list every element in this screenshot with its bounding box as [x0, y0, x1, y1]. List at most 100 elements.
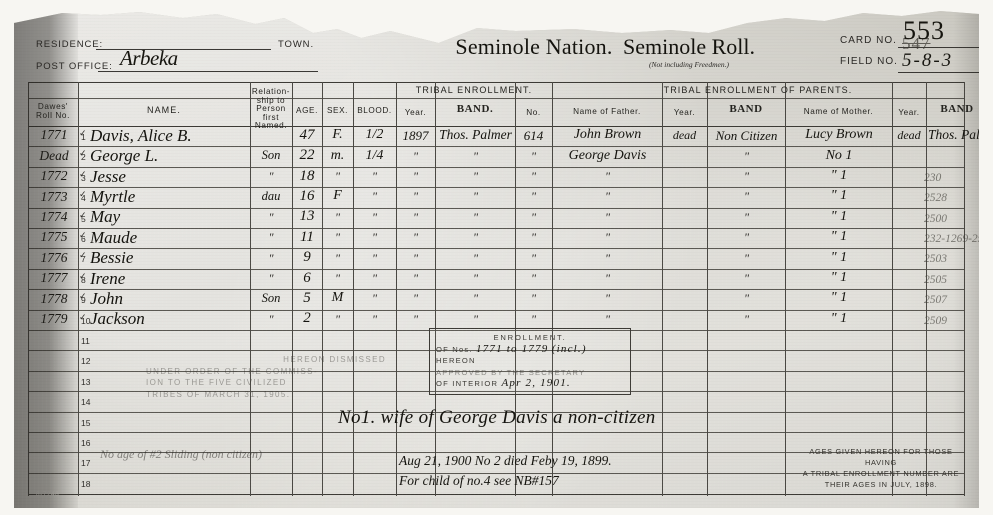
enrollment-stamp-line1: OF Nos. 1771 to 1779 (incl.) HEREON — [436, 342, 624, 367]
cell-sex: " — [334, 230, 341, 245]
col-rule — [78, 82, 79, 496]
margin-note-no-age: No age of #2 Sliding (non citizen) — [100, 447, 262, 461]
row-rule — [28, 289, 964, 291]
col-rule — [964, 82, 965, 496]
col-rule — [926, 82, 927, 496]
row-index: 4 — [81, 193, 86, 204]
row-check-mark: ✓ — [79, 128, 87, 138]
row-rule — [28, 309, 964, 311]
enrollment-card-sheet: RESIDENCE: TOWN. POST OFFICE: Arbeka Sem… — [14, 11, 979, 508]
row-index: 16 — [81, 438, 91, 448]
enrollment-stamp-line1-pre: OF Nos. — [436, 344, 473, 354]
cell-mother: " 1 — [830, 229, 848, 245]
row-rule — [28, 207, 964, 209]
age-footnote-line3: THEIR AGES IN JULY, 1898. — [824, 480, 938, 489]
row-index: 1 — [81, 132, 86, 142]
row-rule — [28, 187, 964, 189]
colheader-name-of-father: Name of Father. — [573, 107, 641, 116]
cell-mother: No 1 — [825, 147, 853, 163]
cell-te-year: " — [412, 230, 419, 245]
enrollment-stamp-numbers: 1771 to 1779 — [475, 342, 549, 355]
note-wife-of-george-davis: No1. wife of George Davis a non-citizen — [338, 407, 656, 428]
cell-te-year: 1897 — [402, 127, 429, 143]
row-index: 9 — [81, 295, 86, 306]
col-rule — [28, 82, 29, 496]
card-no-rule — [898, 47, 979, 48]
row-index: 17 — [81, 458, 91, 469]
col-rule — [396, 82, 397, 496]
cell-name: Bessie — [90, 248, 134, 268]
col-rule — [552, 82, 553, 496]
cell-name: May — [90, 207, 121, 227]
cell-sex: " — [334, 311, 341, 326]
cell-mother: " 1 — [830, 188, 848, 204]
cell-blood: " — [371, 311, 378, 326]
row-rule — [28, 350, 964, 352]
cell-father: " — [604, 209, 611, 224]
cell-name: Maude — [90, 227, 138, 247]
colheader-name: NAME. — [146, 105, 181, 115]
row-rule — [28, 432, 964, 433]
col-rule — [435, 82, 436, 496]
cell-father-year: dead — [672, 128, 697, 143]
form-code: 8-7248 — [36, 491, 60, 498]
cell-age: 2 — [303, 310, 311, 327]
enrollment-table: TRIBAL ENROLLMENT. TRIBAL ENROLLMENT OF … — [28, 82, 979, 496]
cell-father-band: " — [743, 311, 750, 326]
nation-title: Seminole Nation. — [455, 34, 613, 59]
col-rule — [353, 82, 354, 496]
pencil-annotation: 2503 — [924, 253, 947, 266]
cell-roll: Dead — [39, 147, 69, 163]
colheader-relationship-l2: ship to — [256, 95, 286, 105]
cell-mother: " 1 — [830, 290, 848, 306]
colheader-age: AGE. — [296, 106, 318, 115]
cell-te-band: Thos. Palmer — [439, 127, 512, 143]
pencil-annotation: 2507 — [924, 294, 947, 307]
table-bottom-border — [28, 494, 964, 495]
colheader-mother-year: Year. — [898, 108, 920, 117]
cell-rel: " — [268, 209, 274, 224]
cell-te-year: " — [412, 189, 419, 204]
cell-te-band: " — [472, 169, 479, 183]
cell-age: 18 — [299, 167, 315, 184]
row-index: 3 — [81, 172, 86, 183]
enrollment-stamp-line1-post: HEREON — [436, 356, 476, 365]
note-aug-1900-death: Aug 21, 1900 No 2 died Feby 19, 1899. — [399, 453, 612, 468]
row-rule — [28, 248, 964, 250]
cell-rel: " — [268, 250, 274, 265]
age-footnote: AGES GIVEN HEREON FOR THOSE HAVING A TRI… — [798, 446, 964, 490]
row-check-mark: ✓ — [79, 148, 87, 159]
colheader-te-no: No. — [526, 108, 541, 117]
row-rule — [28, 472, 964, 474]
cell-name: John — [90, 288, 124, 308]
cell-te-no: " — [530, 311, 537, 326]
cell-sex: M — [331, 290, 344, 306]
cell-age: 6 — [303, 269, 311, 286]
cell-mother: " 1 — [830, 168, 848, 183]
cell-father: " — [604, 291, 611, 306]
dismissal-stamp-line1: HEREON DISMISSED — [283, 355, 386, 364]
cell-te-no: " — [530, 291, 537, 306]
cell-te-band: " — [472, 230, 479, 245]
cell-blood: " — [371, 291, 378, 306]
cell-roll: 1779 — [40, 311, 68, 327]
cell-te-year: " — [412, 148, 419, 163]
cell-father-band: " — [743, 291, 750, 306]
row-index: 11 — [81, 336, 90, 346]
col-rule — [250, 82, 251, 496]
row-index: 18 — [81, 478, 91, 489]
cell-te-no: " — [530, 189, 537, 204]
cell-blood: " — [371, 250, 378, 265]
colheader-relationship-l1: Relation- — [251, 87, 291, 96]
cell-te-band: " — [472, 311, 479, 326]
colheader-blood: BLOOD. — [357, 106, 392, 115]
residence-rule — [96, 49, 271, 50]
header-bottom-rule — [28, 126, 964, 127]
row-index: 14 — [81, 397, 91, 408]
row-index: 8 — [81, 274, 86, 285]
pencil-annotation: 2509 — [924, 314, 947, 327]
cell-name: Jackson — [90, 309, 145, 329]
col-rule — [707, 82, 708, 496]
row-check-mark: ✓ — [79, 230, 87, 240]
cell-sex: " — [334, 271, 341, 285]
